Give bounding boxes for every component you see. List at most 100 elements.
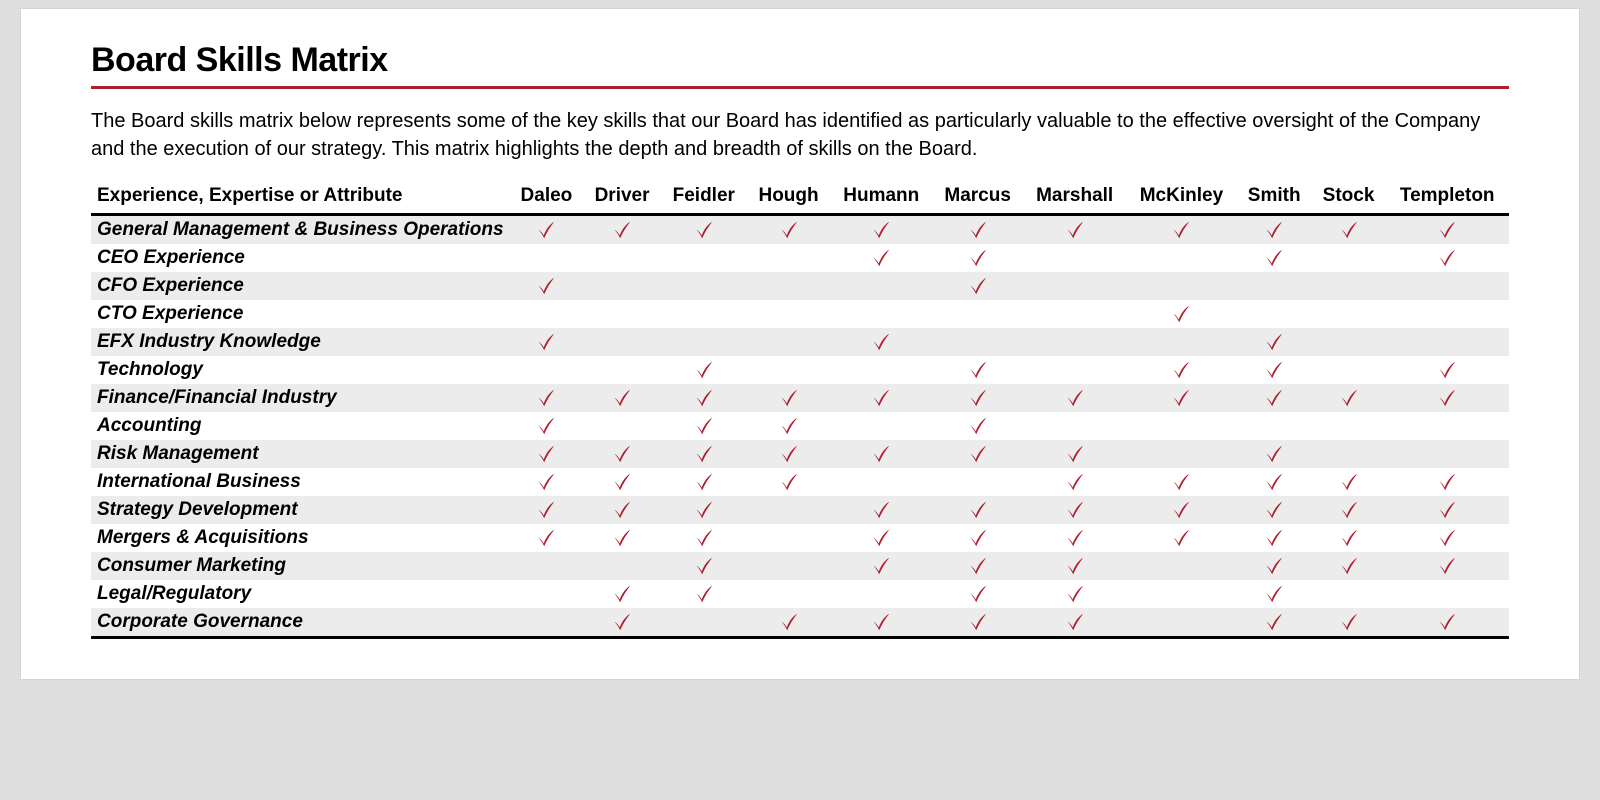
matrix-cell	[1237, 608, 1312, 638]
matrix-cell	[661, 496, 747, 524]
matrix-cell	[661, 384, 747, 412]
column-header: Daleo	[510, 181, 584, 215]
check-icon	[1263, 387, 1285, 409]
skill-label: CFO Experience	[91, 272, 510, 300]
table-row: EFX Industry Knowledge	[91, 328, 1509, 356]
check-icon	[1064, 443, 1086, 465]
table-row: CEO Experience	[91, 244, 1509, 272]
matrix-cell	[510, 300, 584, 328]
check-icon	[1064, 471, 1086, 493]
check-icon	[693, 499, 715, 521]
check-icon	[535, 527, 557, 549]
check-icon	[611, 471, 633, 493]
matrix-cell	[1385, 328, 1509, 356]
matrix-cell	[510, 412, 584, 440]
check-icon	[1338, 499, 1360, 521]
matrix-cell	[1237, 384, 1312, 412]
table-row: Technology	[91, 356, 1509, 384]
matrix-cell	[1126, 580, 1236, 608]
matrix-cell	[583, 215, 660, 245]
matrix-cell	[510, 608, 584, 638]
check-icon	[778, 471, 800, 493]
check-icon	[967, 219, 989, 241]
skill-label: International Business	[91, 468, 510, 496]
matrix-cell	[932, 328, 1023, 356]
matrix-cell	[510, 580, 584, 608]
check-icon	[778, 443, 800, 465]
matrix-cell	[830, 608, 932, 638]
check-icon	[1170, 359, 1192, 381]
matrix-cell	[510, 215, 584, 245]
matrix-cell	[661, 215, 747, 245]
matrix-cell	[510, 496, 584, 524]
matrix-cell	[583, 244, 660, 272]
matrix-cell	[830, 440, 932, 468]
column-header: Templeton	[1385, 181, 1509, 215]
matrix-cell	[830, 496, 932, 524]
check-icon	[778, 219, 800, 241]
table-row: Consumer Marketing	[91, 552, 1509, 580]
matrix-cell	[932, 608, 1023, 638]
matrix-cell	[1126, 412, 1236, 440]
check-icon	[1338, 471, 1360, 493]
matrix-cell	[747, 272, 831, 300]
matrix-cell	[1023, 552, 1126, 580]
check-icon	[870, 247, 892, 269]
matrix-cell	[583, 608, 660, 638]
matrix-cell	[1312, 272, 1386, 300]
matrix-cell	[932, 356, 1023, 384]
matrix-cell	[1312, 244, 1386, 272]
matrix-cell	[661, 468, 747, 496]
check-icon	[1170, 471, 1192, 493]
skill-label: General Management & Business Operations	[91, 215, 510, 245]
matrix-cell	[661, 580, 747, 608]
matrix-cell	[932, 580, 1023, 608]
matrix-cell	[510, 356, 584, 384]
matrix-cell	[661, 300, 747, 328]
skill-label: Technology	[91, 356, 510, 384]
matrix-cell	[583, 328, 660, 356]
matrix-cell	[747, 580, 831, 608]
check-icon	[693, 415, 715, 437]
matrix-cell	[1023, 412, 1126, 440]
matrix-cell	[1126, 215, 1236, 245]
check-icon	[778, 611, 800, 633]
matrix-cell	[583, 272, 660, 300]
matrix-cell	[661, 272, 747, 300]
matrix-cell	[661, 552, 747, 580]
matrix-cell	[583, 440, 660, 468]
matrix-cell	[830, 384, 932, 412]
skill-label: Finance/Financial Industry	[91, 384, 510, 412]
matrix-cell	[1237, 580, 1312, 608]
matrix-cell	[1237, 215, 1312, 245]
matrix-cell	[661, 412, 747, 440]
matrix-cell	[510, 552, 584, 580]
matrix-cell	[747, 356, 831, 384]
check-icon	[1263, 583, 1285, 605]
matrix-cell	[1312, 384, 1386, 412]
check-icon	[535, 499, 557, 521]
check-icon	[1436, 219, 1458, 241]
column-header: Driver	[583, 181, 660, 215]
matrix-cell	[1237, 356, 1312, 384]
check-icon	[1436, 499, 1458, 521]
check-icon	[967, 387, 989, 409]
matrix-cell	[1385, 524, 1509, 552]
matrix-cell	[830, 468, 932, 496]
table-row: Strategy Development	[91, 496, 1509, 524]
check-icon	[611, 583, 633, 605]
matrix-cell	[661, 524, 747, 552]
matrix-cell	[1237, 328, 1312, 356]
matrix-cell	[1385, 384, 1509, 412]
matrix-cell	[1126, 300, 1236, 328]
check-icon	[693, 359, 715, 381]
check-icon	[1170, 499, 1192, 521]
matrix-cell	[1126, 524, 1236, 552]
check-icon	[967, 583, 989, 605]
matrix-cell	[747, 244, 831, 272]
matrix-cell	[1023, 215, 1126, 245]
check-icon	[611, 387, 633, 409]
check-icon	[1263, 499, 1285, 521]
table-row: Legal/Regulatory	[91, 580, 1509, 608]
matrix-cell	[583, 356, 660, 384]
